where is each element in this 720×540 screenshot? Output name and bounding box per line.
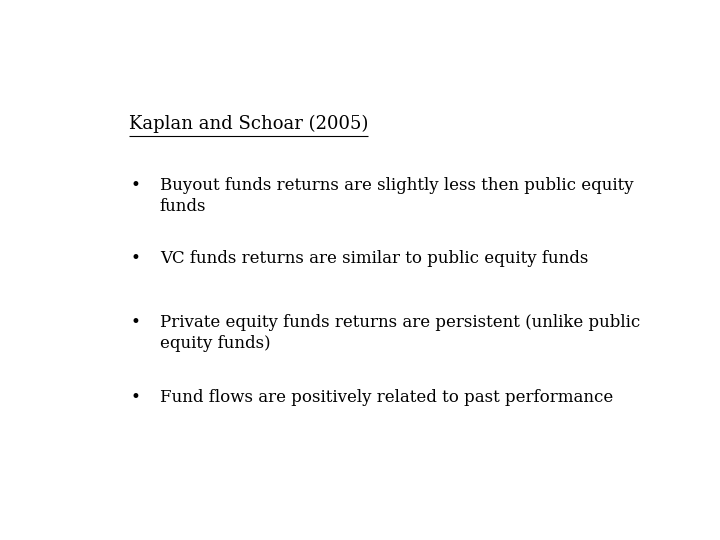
Text: •: •	[131, 177, 140, 194]
Text: •: •	[131, 389, 140, 406]
Text: •: •	[131, 250, 140, 267]
Text: Kaplan and Schoar (2005): Kaplan and Schoar (2005)	[129, 114, 369, 133]
Text: Private equity funds returns are persistent (unlike public
equity funds): Private equity funds returns are persist…	[160, 314, 640, 352]
Text: Buyout funds returns are slightly less then public equity
funds: Buyout funds returns are slightly less t…	[160, 177, 634, 215]
Text: •: •	[131, 314, 140, 331]
Text: Fund flows are positively related to past performance: Fund flows are positively related to pas…	[160, 389, 613, 406]
Text: VC funds returns are similar to public equity funds: VC funds returns are similar to public e…	[160, 250, 588, 267]
